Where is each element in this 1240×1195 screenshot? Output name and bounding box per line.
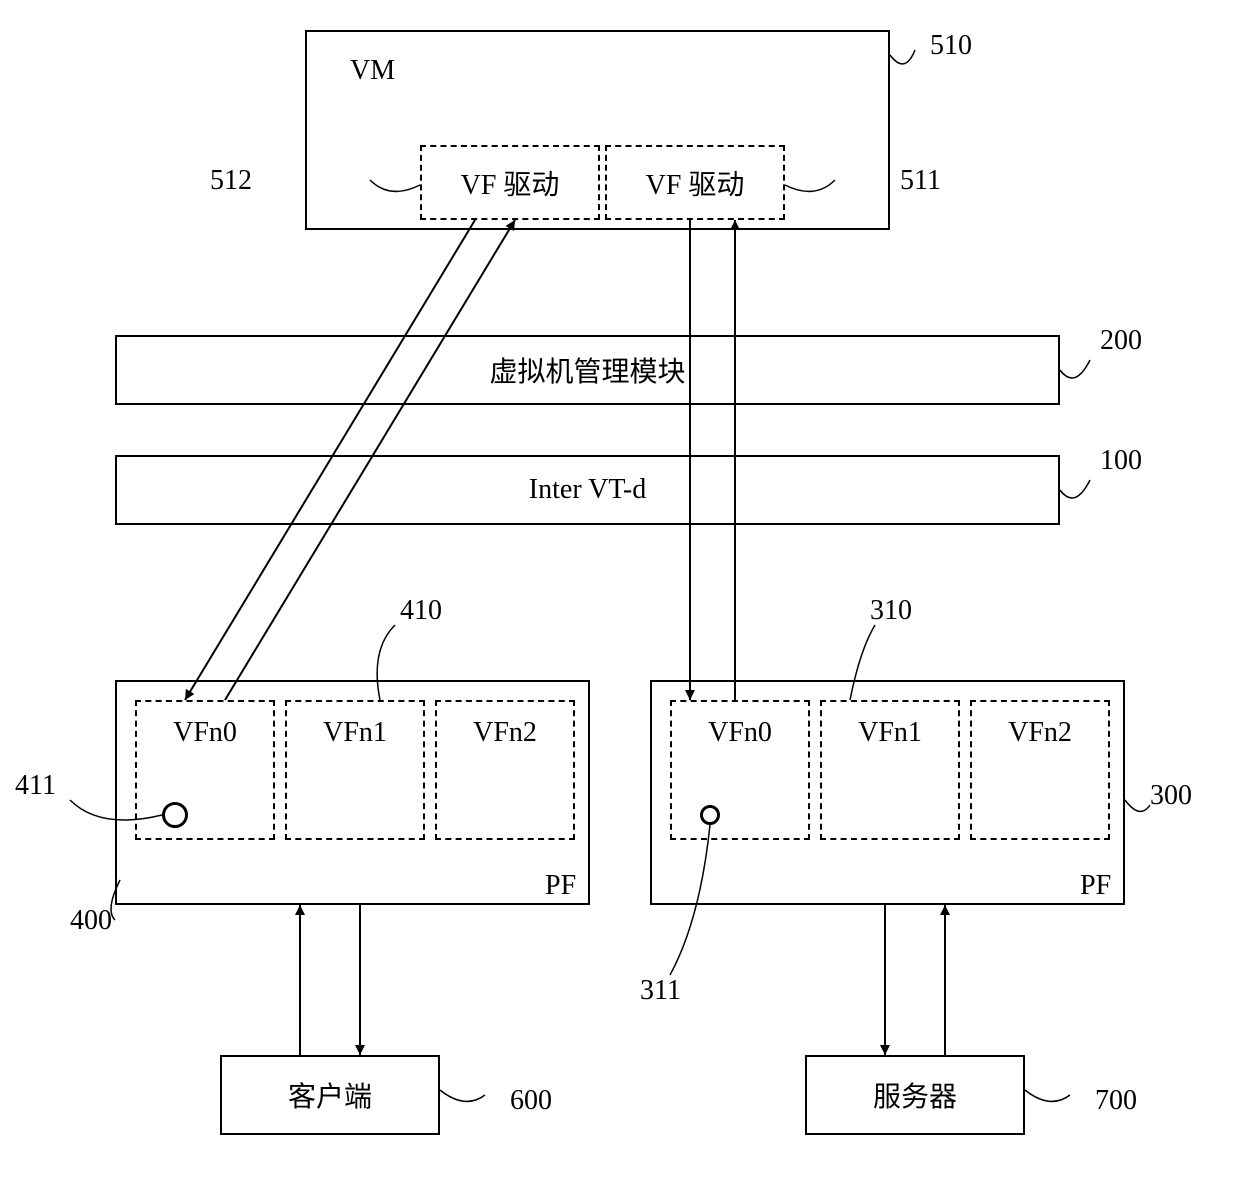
pf-right-vf1-label: VFn1 bbox=[858, 717, 922, 749]
vtd-box: Inter VT-d bbox=[115, 455, 1060, 525]
vf-driver-right-box: VF 驱动 bbox=[605, 145, 785, 220]
callout-600 bbox=[440, 1090, 485, 1101]
server-box: 服务器 bbox=[805, 1055, 1025, 1135]
ref-410: 410 bbox=[400, 595, 442, 627]
pf-right-label: PF bbox=[1080, 870, 1111, 902]
ref-511: 511 bbox=[900, 165, 941, 197]
pf-right-vf2: VFn2 bbox=[970, 700, 1110, 840]
callout-300 bbox=[1125, 800, 1150, 811]
pf-left-vf0-label: VFn0 bbox=[173, 717, 237, 749]
ref-700: 700 bbox=[1095, 1085, 1137, 1117]
ref-411: 411 bbox=[15, 770, 56, 802]
pf-right-vf0: VFn0 bbox=[670, 700, 810, 840]
vf-driver-right-label: VF 驱动 bbox=[646, 163, 745, 203]
ref-512: 512 bbox=[210, 165, 252, 197]
ref-310: 310 bbox=[870, 595, 912, 627]
pf-right-vf1: VFn1 bbox=[820, 700, 960, 840]
ref-200: 200 bbox=[1100, 325, 1142, 357]
callout-100 bbox=[1060, 480, 1090, 498]
server-label: 服务器 bbox=[873, 1075, 957, 1115]
callout-700 bbox=[1025, 1090, 1070, 1101]
vm-label: VM bbox=[350, 55, 395, 87]
hypervisor-box: 虚拟机管理模块 bbox=[115, 335, 1060, 405]
client-label: 客户端 bbox=[288, 1075, 372, 1115]
vf-driver-left-label: VF 驱动 bbox=[461, 163, 560, 203]
callout-200 bbox=[1060, 360, 1090, 378]
ref-600: 600 bbox=[510, 1085, 552, 1117]
ref-400: 400 bbox=[70, 905, 112, 937]
callout-510 bbox=[890, 50, 915, 64]
pf-left-vf0: VFn0 bbox=[135, 700, 275, 840]
pf-left-vf2-label: VFn2 bbox=[473, 717, 537, 749]
pf-left-vf2: VFn2 bbox=[435, 700, 575, 840]
vf-driver-left-box: VF 驱动 bbox=[420, 145, 600, 220]
hypervisor-label: 虚拟机管理模块 bbox=[489, 350, 685, 390]
ref-300: 300 bbox=[1150, 780, 1192, 812]
pf-left-port-circle bbox=[162, 802, 188, 828]
vtd-label: Inter VT-d bbox=[529, 474, 646, 506]
client-box: 客户端 bbox=[220, 1055, 440, 1135]
ref-510: 510 bbox=[930, 30, 972, 62]
pf-left-vf1: VFn1 bbox=[285, 700, 425, 840]
pf-left-vf1-label: VFn1 bbox=[323, 717, 387, 749]
ref-100: 100 bbox=[1100, 445, 1142, 477]
pf-right-port-circle bbox=[700, 805, 720, 825]
ref-311: 311 bbox=[640, 975, 681, 1007]
pf-left-label: PF bbox=[545, 870, 576, 902]
pf-right-vf0-label: VFn0 bbox=[708, 717, 772, 749]
diagram-canvas: VM VF 驱动 VF 驱动 虚拟机管理模块 Inter VT-d PF VFn… bbox=[0, 0, 1240, 1195]
pf-right-vf2-label: VFn2 bbox=[1008, 717, 1072, 749]
